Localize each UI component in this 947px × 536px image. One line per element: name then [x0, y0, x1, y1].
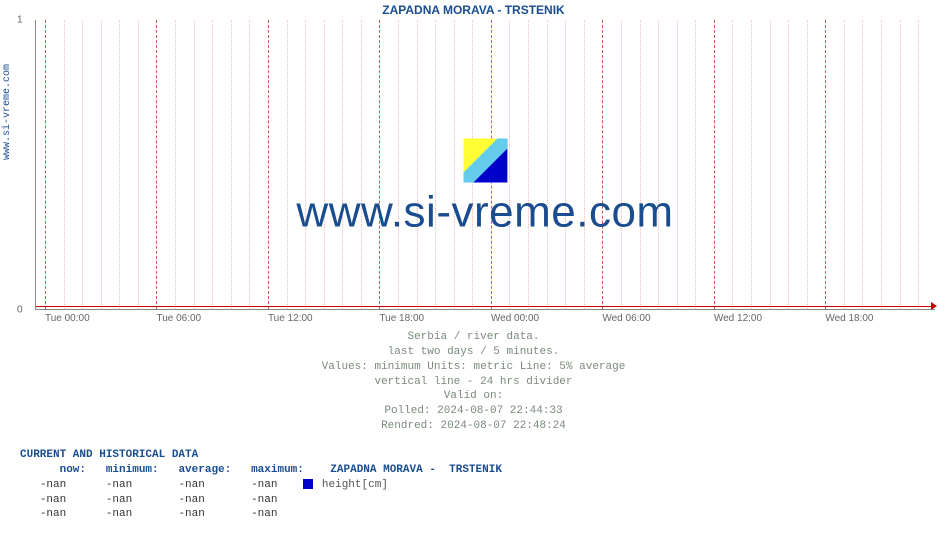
table-row: -nan -nan -nan -nan height[cm]	[20, 478, 502, 493]
minor-gridline	[138, 20, 139, 309]
arrow-head-icon	[931, 302, 937, 310]
minor-gridline	[844, 20, 845, 309]
minor-gridline	[788, 20, 789, 309]
xtick-label: Wed 06:00	[602, 313, 650, 324]
xtick-label: Tue 18:00	[379, 313, 424, 324]
minor-gridline	[64, 20, 65, 309]
minor-gridline	[82, 20, 83, 309]
major-gridline	[268, 20, 269, 309]
minor-gridline	[732, 20, 733, 309]
minor-gridline	[770, 20, 771, 309]
table-row: -nan -nan -nan -nan	[20, 507, 502, 522]
baseline-arrow	[36, 306, 935, 307]
chart-caption: Serbia / river data. last two days / 5 m…	[0, 330, 947, 434]
minor-gridline	[287, 20, 288, 309]
table-row: -nan -nan -nan -nan	[20, 493, 502, 508]
caption-line: Polled: 2024-08-07 22:44:33	[0, 404, 947, 419]
y-axis-label: www.si-vreme.com	[2, 64, 13, 160]
major-gridline	[45, 20, 46, 309]
chart-title: ZAPADNA MORAVA - TRSTENIK	[0, 3, 947, 17]
minor-gridline	[881, 20, 882, 309]
xtick-label: Wed 00:00	[491, 313, 539, 324]
minor-gridline	[249, 20, 250, 309]
minor-gridline	[900, 20, 901, 309]
watermark: www.si-vreme.com	[296, 139, 673, 238]
xtick-label: Tue 00:00	[45, 313, 90, 324]
caption-line: Serbia / river data.	[0, 330, 947, 345]
minor-gridline	[918, 20, 919, 309]
caption-line: Valid on:	[0, 389, 947, 404]
data-table-header: CURRENT AND HISTORICAL DATA	[20, 448, 502, 463]
watermark-text: www.si-vreme.com	[296, 188, 673, 237]
minor-gridline	[231, 20, 232, 309]
xtick-label: Wed 18:00	[825, 313, 873, 324]
series-swatch-icon	[303, 479, 313, 489]
major-gridline	[156, 20, 157, 309]
minor-gridline	[751, 20, 752, 309]
minor-gridline	[807, 20, 808, 309]
xtick-label: Tue 06:00	[156, 313, 201, 324]
minor-gridline	[101, 20, 102, 309]
major-gridline	[825, 20, 826, 309]
data-table-columns: now: minimum: average: maximum: ZAPADNA …	[20, 463, 502, 478]
chart-plot-area: Tue 00:00Tue 06:00Tue 12:00Tue 18:00Wed …	[35, 20, 935, 310]
ytick-0: 0	[17, 305, 23, 316]
minor-gridline	[194, 20, 195, 309]
minor-gridline	[677, 20, 678, 309]
xtick-label: Tue 12:00	[268, 313, 313, 324]
minor-gridline	[695, 20, 696, 309]
minor-gridline	[862, 20, 863, 309]
data-table: CURRENT AND HISTORICAL DATA now: minimum…	[20, 448, 502, 522]
caption-line: last two days / 5 minutes.	[0, 345, 947, 360]
major-gridline	[714, 20, 715, 309]
caption-line: Rendred: 2024-08-07 22:48:24	[0, 419, 947, 434]
ytick-1: 1	[17, 15, 23, 26]
caption-line: Values: minimum Units: metric Line: 5% a…	[0, 360, 947, 375]
xtick-label: Wed 12:00	[714, 313, 762, 324]
minor-gridline	[212, 20, 213, 309]
minor-gridline	[119, 20, 120, 309]
minor-gridline	[175, 20, 176, 309]
logo-icon	[463, 139, 507, 183]
caption-line: vertical line - 24 hrs divider	[0, 375, 947, 390]
